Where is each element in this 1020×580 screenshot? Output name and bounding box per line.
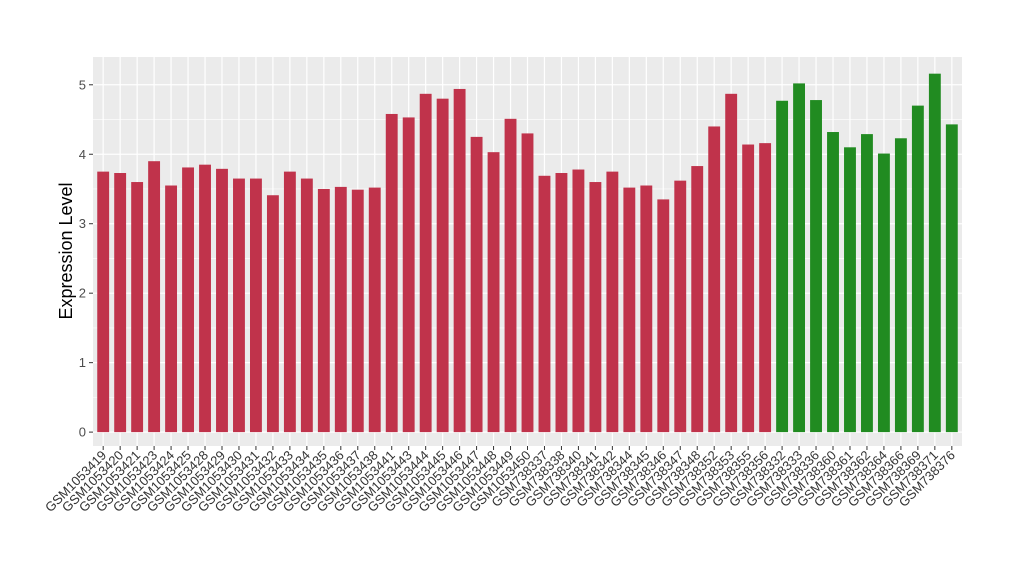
bar <box>877 153 890 433</box>
bar <box>844 147 856 433</box>
y-axis-title: Expression Level <box>56 182 76 319</box>
bar <box>216 168 228 433</box>
bar <box>827 132 839 433</box>
bar <box>351 189 364 433</box>
bar <box>894 138 907 433</box>
bar <box>97 171 110 433</box>
bar <box>504 118 517 433</box>
bar <box>606 171 619 433</box>
bar <box>114 173 127 433</box>
bar <box>521 133 534 433</box>
bar <box>300 178 313 433</box>
bar <box>182 167 194 433</box>
bar <box>691 166 704 433</box>
bar <box>317 188 330 433</box>
bar <box>810 100 822 433</box>
bar <box>266 195 279 433</box>
bar <box>589 182 602 433</box>
bar <box>487 152 500 433</box>
bar <box>759 143 772 433</box>
bar <box>861 134 873 433</box>
y-tick-label: 2 <box>79 286 86 301</box>
bar <box>945 124 958 433</box>
bar <box>385 113 398 433</box>
y-tick-label: 4 <box>79 147 86 162</box>
bar <box>793 83 806 433</box>
bar <box>368 187 381 433</box>
bar <box>131 182 144 433</box>
bar <box>555 173 568 433</box>
bar <box>470 136 483 433</box>
bar <box>436 98 449 433</box>
bar <box>334 186 347 433</box>
bar <box>419 93 432 433</box>
bar <box>283 171 296 433</box>
bars <box>97 73 958 433</box>
y-tick-label: 3 <box>79 216 86 231</box>
x-axis: GSM1053419GSM1053420GSM1053421GSM1053423… <box>42 446 958 515</box>
y-tick-label: 5 <box>79 77 86 92</box>
bar <box>538 175 551 433</box>
bar <box>911 105 924 433</box>
y-axis: 0 1 2 3 4 5 <box>79 77 93 440</box>
bar <box>233 178 245 433</box>
bar <box>572 169 585 433</box>
bar <box>165 185 178 433</box>
bar <box>657 199 670 433</box>
bar <box>776 100 789 433</box>
bar <box>623 187 636 433</box>
bar <box>640 185 653 433</box>
bar <box>453 88 466 433</box>
bar <box>148 161 161 433</box>
y-tick-label: 1 <box>79 355 86 370</box>
bar <box>249 178 262 433</box>
bar <box>725 93 738 433</box>
bar <box>674 180 687 433</box>
y-tick-label: 0 <box>79 425 86 440</box>
bar <box>708 126 721 433</box>
bar <box>402 117 415 433</box>
bar <box>742 144 755 433</box>
bar <box>928 73 941 433</box>
bar <box>199 164 211 433</box>
